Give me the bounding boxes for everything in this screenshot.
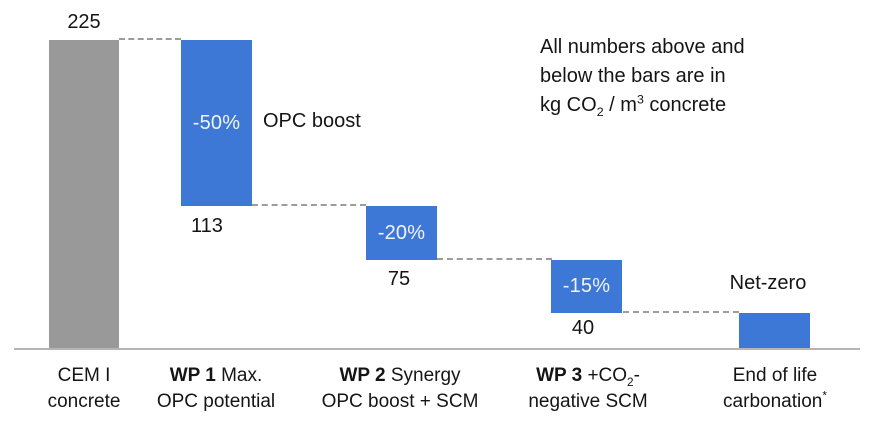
- x-label-cem-i-line2: concrete: [47, 391, 121, 412]
- x-label-wp3-bold: WP 3: [536, 365, 583, 386]
- x-label-wp1-line1: WP 1 Max.: [131, 363, 301, 389]
- x-label-eol-carbonation: carbonation: [723, 391, 823, 412]
- co2-subscript: 2: [596, 105, 604, 119]
- bar-end-of-life: [739, 313, 810, 348]
- annotation-line-2: below the bars are in: [540, 65, 726, 87]
- x-label-eol-line1: End of life: [732, 365, 818, 386]
- annotation-per-m: / m: [603, 94, 637, 116]
- x-label-wp3-rest-post: -: [633, 365, 640, 386]
- m3-superscript: 3: [636, 92, 644, 107]
- x-label-wp2-rest: Synergy: [385, 365, 461, 386]
- x-label-wp3-line2: negative SCM: [528, 391, 648, 412]
- units-annotation: All numbers above and below the bars are…: [540, 33, 745, 120]
- annotation-kg-co: kg CO: [540, 94, 597, 116]
- bar-wp2: -20%: [366, 206, 437, 260]
- x-label-cem-i-line1: CEM I: [57, 365, 111, 386]
- connector-dash-2: [252, 204, 366, 206]
- annotation-line-1: All numbers above and: [540, 36, 745, 58]
- connector-dash-4: [623, 311, 739, 313]
- value-label-after-wp2: 75: [387, 268, 411, 290]
- annotation-line-3: kg CO2 / m3 concrete: [540, 91, 745, 120]
- x-label-wp2: WP 2 Synergy OPC boost + SCM: [300, 363, 500, 415]
- delta-label-wp2: -20%: [377, 221, 426, 244]
- x-label-wp2-line2: OPC boost + SCM: [321, 391, 479, 412]
- bar-wp1: -50%: [181, 40, 252, 206]
- side-label-opc-boost: OPC boost: [263, 110, 361, 132]
- delta-label-wp3: -15%: [562, 275, 611, 297]
- x-label-wp3: WP 3 +CO2- negative SCM: [488, 363, 688, 415]
- connector-dash-1: [119, 38, 181, 40]
- x-label-cem-i: CEM I concrete: [14, 363, 154, 415]
- x-label-wp3-line1: WP 3 +CO2-: [488, 363, 688, 389]
- footnote-asterisk: *: [822, 389, 827, 403]
- value-label-start: 225: [67, 11, 101, 33]
- bar-wp3: -15%: [551, 260, 622, 313]
- x-axis-line: [14, 348, 860, 350]
- bar-cem-i: [49, 40, 119, 348]
- x-label-end-of-life: End of life carbonation*: [695, 363, 855, 415]
- x-label-wp2-bold: WP 2: [339, 365, 386, 386]
- delta-label-wp1: -50%: [192, 111, 241, 134]
- x-label-eol-line2: carbonation*: [695, 389, 855, 415]
- x-label-wp1-bold: WP 1: [169, 365, 216, 386]
- x-label-wp1: WP 1 Max. OPC potential: [131, 363, 301, 415]
- connector-dash-3: [437, 258, 552, 260]
- annotation-concrete: concrete: [643, 94, 727, 116]
- value-label-after-wp1: 113: [191, 215, 223, 237]
- x-label-wp1-line2: OPC potential: [156, 391, 276, 412]
- net-zero-label: Net-zero: [729, 272, 807, 294]
- value-label-after-wp3: 40: [571, 317, 595, 339]
- x-label-wp1-rest: Max.: [215, 365, 263, 386]
- x-label-wp2-line1: WP 2 Synergy: [300, 363, 500, 389]
- x-label-wp3-rest-pre: +CO: [582, 365, 628, 386]
- x-label-wp3-co2-subscript: 2: [627, 375, 634, 389]
